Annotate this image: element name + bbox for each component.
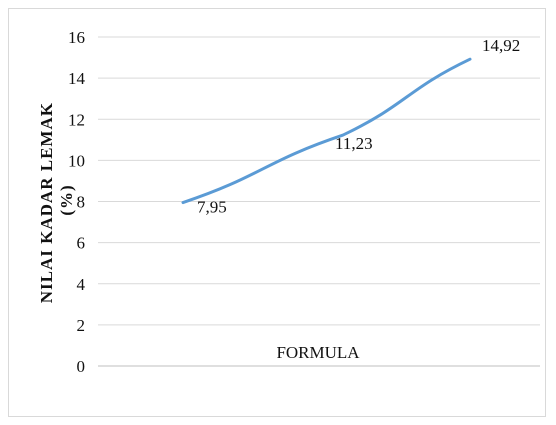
data-labels: 7,95 11,23 14,92 [197,36,520,216]
y-tick-label: 10 [68,151,85,170]
y-axis-label: NILAI KADAR LEMAK (%) [37,97,76,303]
series-layer [181,57,472,205]
y-tick-label: 2 [77,316,86,335]
y-tick-label: 16 [68,28,85,47]
data-label: 14,92 [482,36,520,55]
y-tick-label: 12 [68,110,85,129]
chart-frame [8,8,546,417]
gridlines [98,36,540,367]
y-tick-label: 4 [77,275,86,294]
y-tick-labels: 0 2 4 6 8 10 12 14 16 [68,28,86,376]
y-tick-label: 8 [77,193,86,212]
data-label: 7,95 [197,198,227,217]
series-line [181,57,472,205]
y-axis-label-line-2: (%) [57,184,76,215]
y-axis-label-line-1: NILAI KADAR LEMAK [37,102,56,303]
y-tick-label: 14 [68,69,86,88]
y-tick-label: 6 [77,234,86,253]
data-label: 11,23 [335,134,373,153]
y-tick-label: 0 [77,357,86,376]
x-axis-label: FORMULA [276,343,360,362]
